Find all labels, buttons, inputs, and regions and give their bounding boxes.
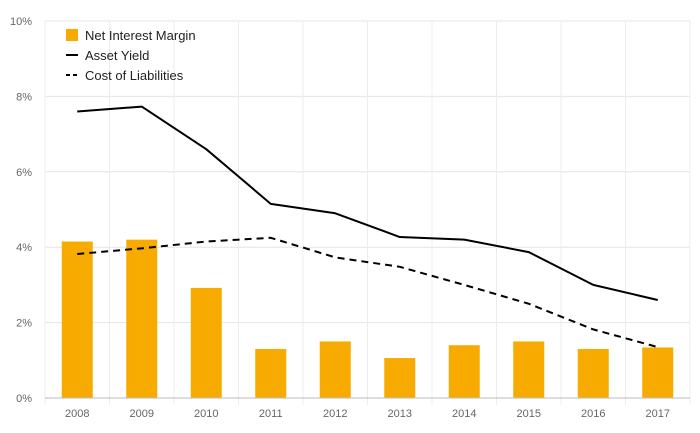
y-tick-label: 2% — [16, 318, 32, 330]
y-tick-label: 4% — [16, 242, 32, 254]
x-tick-label: 2013 — [388, 408, 412, 420]
y-tick-label: 10% — [10, 16, 32, 28]
bar-net-interest-margin — [319, 341, 351, 398]
x-tick-label: 2017 — [646, 408, 670, 420]
bar-net-interest-margin — [190, 287, 222, 398]
line-series — [77, 105, 659, 349]
legend-label-cost-of-liabilities: Cost of Liabilities — [85, 68, 184, 83]
x-tick-label: 2011 — [259, 408, 283, 420]
y-tick-label: 6% — [16, 167, 32, 179]
x-tick-label: 2008 — [65, 408, 89, 420]
axes: 0% 2% 4% 6% 8% 10% 2008 2009 2010 2011 2012 2013 201… — [10, 16, 690, 420]
bar-net-interest-margin — [61, 241, 93, 398]
x-tick-label: 2014 — [452, 408, 476, 420]
bar-net-interest-margin — [513, 341, 545, 398]
bar-net-interest-margin — [577, 348, 609, 398]
bar-net-interest-margin — [642, 347, 674, 398]
gridlines — [44, 20, 691, 405]
bar-net-interest-margin — [126, 239, 158, 398]
x-tick-label: 2015 — [517, 408, 541, 420]
line-asset-yield — [77, 105, 658, 301]
line-cost-of-liabilities — [77, 236, 659, 349]
legend-swatch-net-interest-margin — [66, 29, 78, 41]
bar-net-interest-margin — [448, 345, 480, 398]
legend-label-net-interest-margin: Net Interest Margin — [85, 28, 196, 43]
x-tick-label: 2009 — [130, 408, 154, 420]
x-tick-label: 2010 — [194, 408, 218, 420]
legend-label-asset-yield: Asset Yield — [85, 48, 149, 63]
bar-net-interest-margin — [255, 348, 287, 398]
bar-net-interest-margin — [384, 358, 416, 398]
bars-net-interest-margin — [61, 239, 674, 398]
x-tick-label: 2016 — [581, 408, 605, 420]
y-tick-label: 8% — [16, 91, 32, 103]
legend: Net Interest Margin Asset Yield Cost of … — [66, 28, 196, 83]
x-tick-label: 2012 — [323, 408, 347, 420]
y-tick-label: 0% — [16, 393, 32, 405]
